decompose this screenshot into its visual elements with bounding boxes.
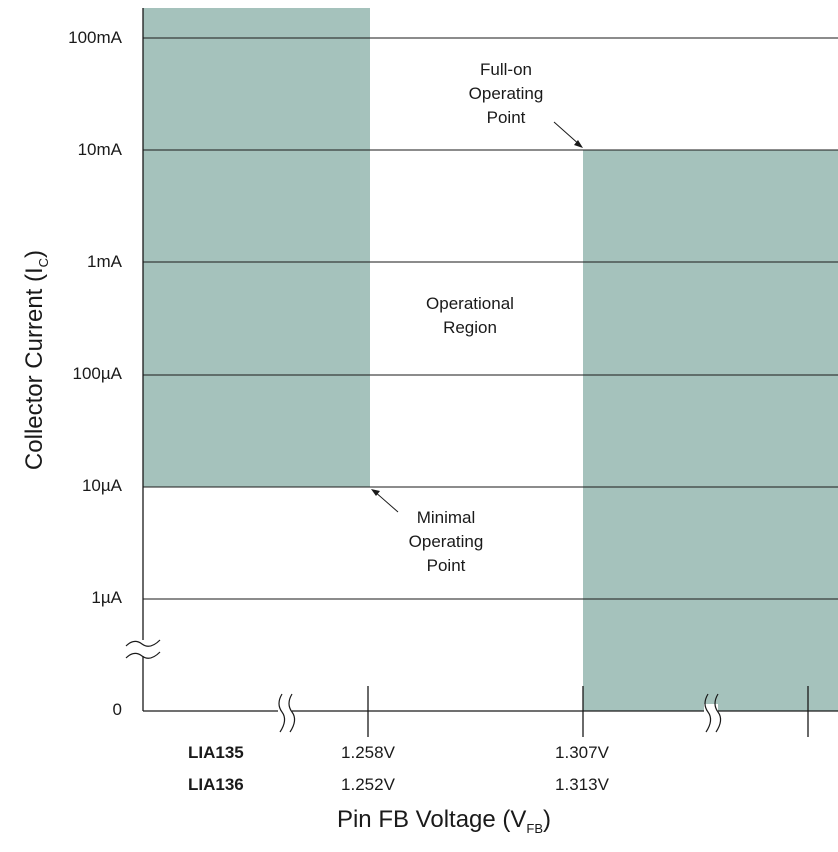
x-axis-label: Pin FB Voltage (VFB) — [336, 806, 552, 836]
x-ticks — [367, 686, 809, 737]
y-tick-label: 1mA — [87, 252, 122, 271]
arrow-head-minimal — [371, 489, 380, 496]
device-label-lia136: LIA136 — [188, 775, 244, 794]
y-axis-break-mark — [125, 639, 161, 647]
y-axis-break-mark — [125, 651, 161, 659]
device-label-lia135: LIA135 — [188, 743, 244, 762]
x-tick-label-low: 1.258V — [341, 743, 395, 762]
x-axis-break-mark — [704, 693, 712, 733]
x-axis-break-mark — [714, 693, 722, 733]
y-tick-label: 1µA — [91, 588, 122, 607]
x-axis-break-mark — [288, 693, 296, 733]
arrow-head-full-on — [574, 140, 583, 148]
x-axis-break-mark — [278, 693, 286, 733]
y-tick-label: 100mA — [68, 28, 122, 47]
y-axis-break-gap — [128, 640, 158, 656]
x-axis-break-gap — [704, 704, 718, 718]
y-tick-label: 10mA — [77, 140, 122, 159]
y-tick-label: 100µA — [72, 364, 123, 383]
shaded-region-left — [143, 8, 370, 487]
gridlines — [143, 37, 838, 600]
axis-breaks — [125, 639, 722, 733]
arrow-minimal — [373, 490, 399, 513]
y-tick-label: 10µA — [81, 476, 122, 495]
x-tick-label-low: 1.252V — [341, 775, 395, 794]
y-axis-label: Collector Current (IC) — [21, 249, 51, 471]
annotation-full-on: Full-on Operating Point — [468, 60, 544, 127]
x-axis-break-gap — [278, 704, 292, 718]
annotation-operational-region: Operational Region — [426, 294, 514, 337]
annotation-minimal: Minimal Operating Point — [408, 508, 484, 575]
x-tick-label-high: 1.307V — [555, 743, 609, 762]
y-tick-label: 0 — [112, 700, 122, 719]
shaded-region-right — [583, 150, 838, 711]
annotation-arrows — [371, 121, 583, 513]
x-tick-label-high: 1.313V — [555, 775, 609, 794]
